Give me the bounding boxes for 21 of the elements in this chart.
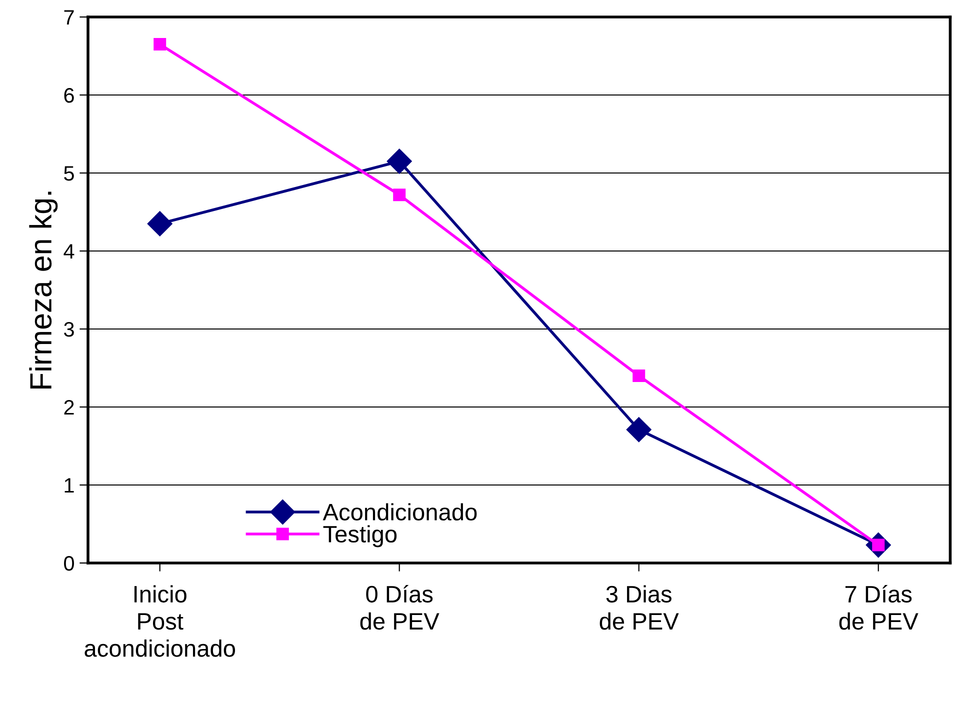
x-tick-label: 3 Dias de PEV — [600, 585, 679, 630]
y-tick-label: 6 — [64, 88, 74, 103]
y-tick-label: 5 — [64, 166, 74, 181]
point — [154, 38, 166, 51]
y-tick-label: 1 — [64, 478, 74, 493]
y-axis-title: Firmeza en kg. — [29, 192, 58, 389]
legend-label: Acondicionado — [322, 503, 477, 521]
x-tick-label: 0 Días de PEV — [360, 584, 440, 630]
x-tick-label: Inicio Post acondicionado — [84, 585, 236, 657]
point — [626, 417, 652, 442]
legend-label: Testigo — [323, 525, 397, 548]
point — [632, 370, 646, 382]
point — [386, 148, 412, 174]
point — [393, 188, 406, 202]
point — [147, 211, 172, 236]
y-tick-label: 2 — [64, 400, 74, 415]
y-tick-label: 0 — [64, 556, 74, 571]
y-tick-label: 7 — [64, 10, 74, 25]
x-tick-label: 7 Días de PEV — [839, 584, 918, 630]
y-tick-label: 4 — [64, 244, 74, 259]
y-tick-label: 3 — [64, 322, 74, 337]
